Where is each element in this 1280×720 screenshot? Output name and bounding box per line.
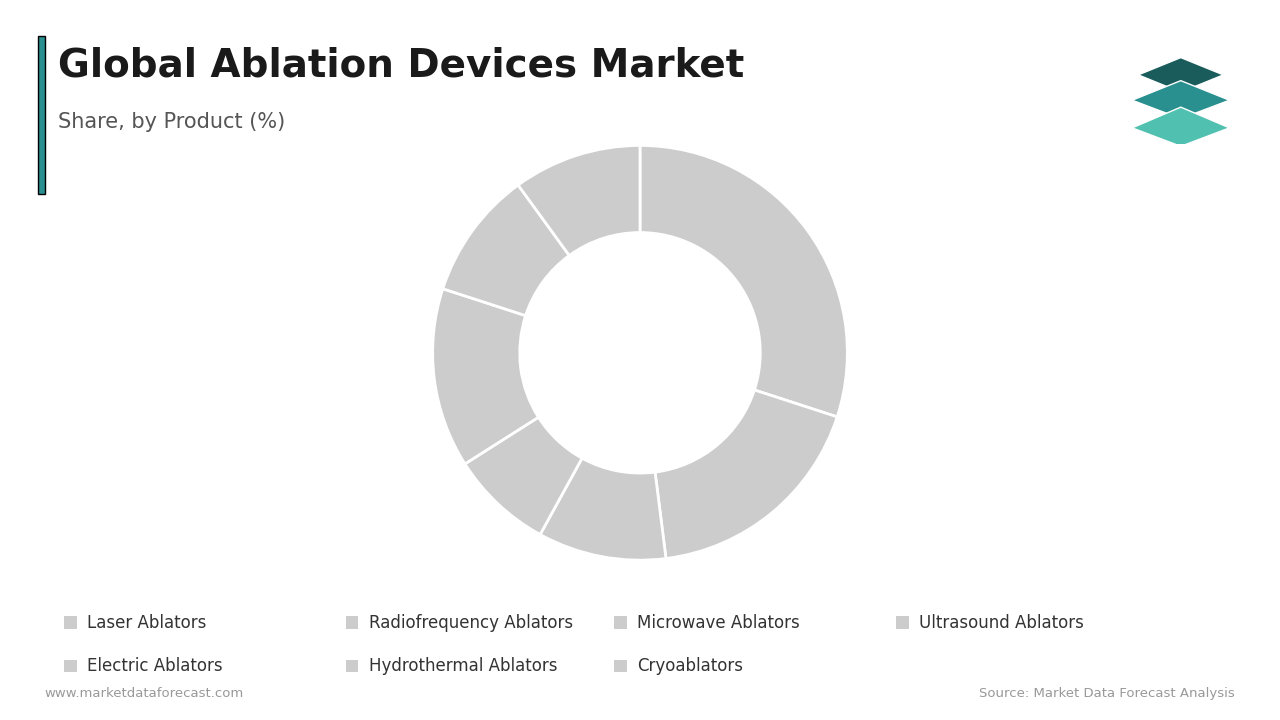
Polygon shape — [1133, 107, 1229, 146]
Polygon shape — [1138, 58, 1224, 92]
Wedge shape — [433, 289, 539, 464]
Polygon shape — [1133, 81, 1229, 119]
Wedge shape — [540, 458, 666, 560]
Text: Share, by Product (%): Share, by Product (%) — [58, 112, 285, 132]
Text: Electric Ablators: Electric Ablators — [87, 657, 223, 675]
Wedge shape — [518, 145, 640, 256]
Text: Hydrothermal Ablators: Hydrothermal Ablators — [369, 657, 557, 675]
Text: Laser Ablators: Laser Ablators — [87, 613, 206, 632]
Wedge shape — [655, 390, 837, 559]
Wedge shape — [465, 418, 582, 534]
Text: Ultrasound Ablators: Ultrasound Ablators — [919, 613, 1084, 632]
Wedge shape — [443, 185, 570, 315]
Text: Radiofrequency Ablators: Radiofrequency Ablators — [369, 613, 572, 632]
Text: Global Ablation Devices Market: Global Ablation Devices Market — [58, 47, 744, 85]
Wedge shape — [640, 145, 847, 417]
Text: Microwave Ablators: Microwave Ablators — [637, 613, 800, 632]
Text: Cryoablators: Cryoablators — [637, 657, 744, 675]
Text: www.marketdataforecast.com: www.marketdataforecast.com — [45, 687, 244, 700]
Text: Source: Market Data Forecast Analysis: Source: Market Data Forecast Analysis — [979, 687, 1235, 700]
